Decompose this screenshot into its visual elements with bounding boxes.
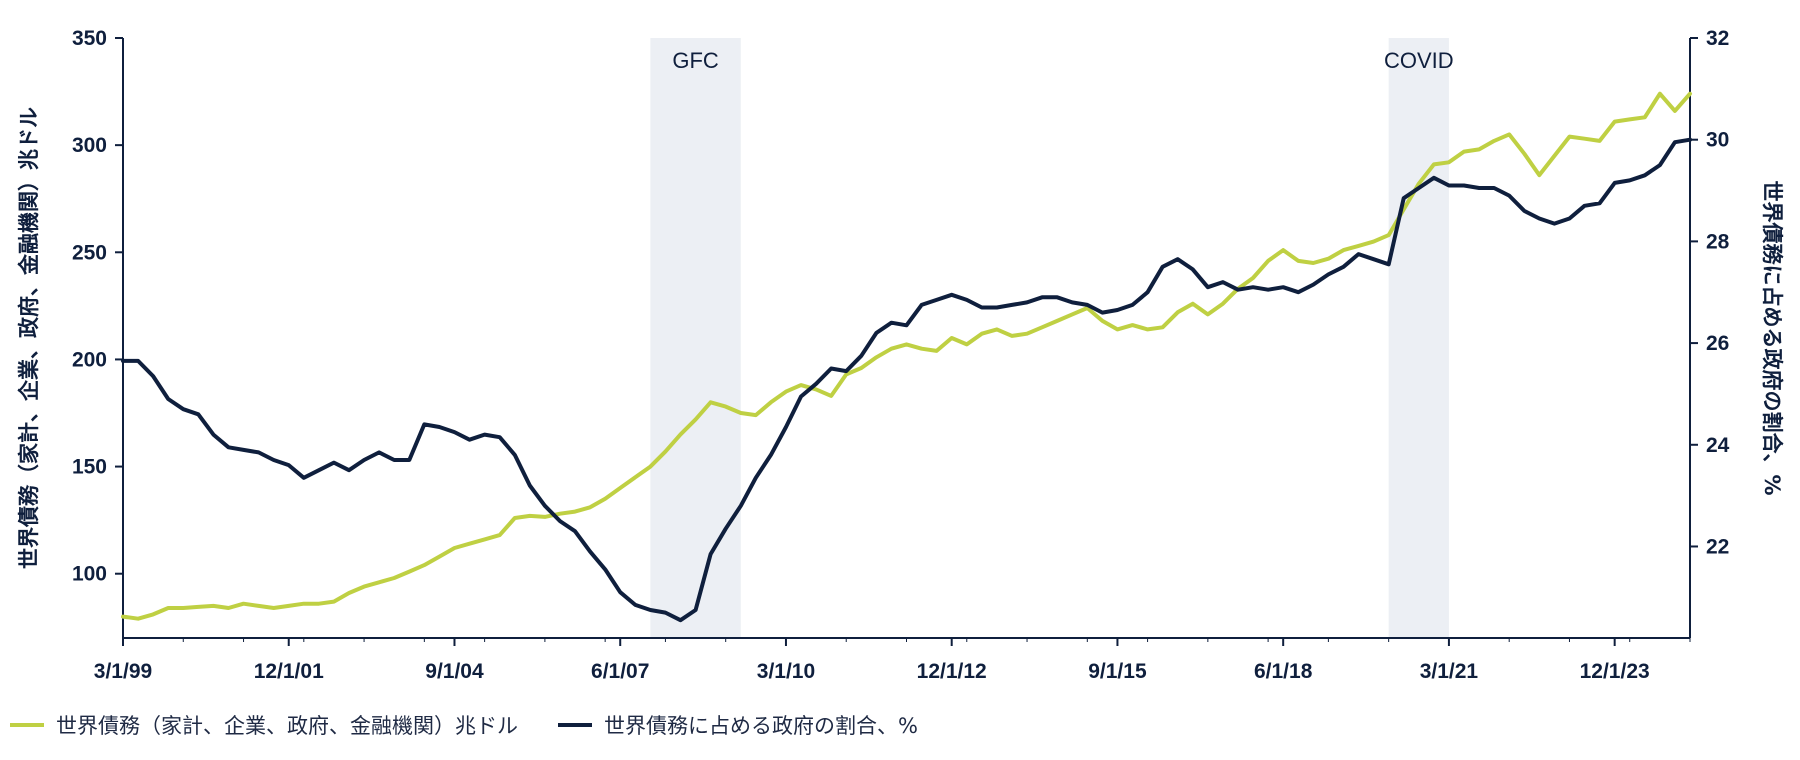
right-axis-title: 世界債務に占める政府の割合、% bbox=[1760, 180, 1784, 495]
x-tick-label: 9/1/04 bbox=[425, 660, 484, 683]
series-line-total-debt bbox=[121, 91, 1692, 621]
shaded-band-gfc bbox=[650, 38, 741, 638]
legend: 世界債務（家計、企業、政府、金融機関）兆ドル 世界債務に占める政府の割合、% bbox=[10, 710, 918, 740]
left-tick-label: 100 bbox=[72, 563, 107, 586]
right-tick-label: 26 bbox=[1706, 332, 1729, 355]
x-tick-label: 12/1/23 bbox=[1580, 660, 1650, 683]
left-tick-label: 150 bbox=[72, 456, 107, 479]
right-tick-label: 32 bbox=[1706, 27, 1729, 50]
shaded-periods: GFC COVID bbox=[650, 38, 1454, 638]
right-tick-label: 30 bbox=[1706, 129, 1729, 152]
legend-label-total-debt: 世界債務（家計、企業、政府、金融機関）兆ドル bbox=[56, 714, 518, 738]
shaded-band-label-gfc: GFC bbox=[672, 48, 719, 73]
chart: GFC COVID 100 150 200 250 300 350 22 24 26 28 30 32 3… bbox=[17, 27, 1784, 683]
left-tick-label: 300 bbox=[72, 134, 107, 157]
legend-item-total-debt: 世界債務（家計、企業、政府、金融機関）兆ドル bbox=[10, 710, 518, 740]
right-tick-label: 22 bbox=[1706, 535, 1729, 558]
left-tick-label: 200 bbox=[72, 348, 107, 371]
legend-swatch-government-share bbox=[558, 723, 592, 727]
left-axis-title: 世界債務（家計、企業、政府、金融機関）兆ドル bbox=[17, 107, 41, 569]
ticks: 100 150 200 250 300 350 22 24 26 28 30 32 3/1/99 12/1… bbox=[72, 27, 1730, 683]
x-tick-label: 3/1/10 bbox=[757, 660, 815, 683]
x-tick-label: 6/1/18 bbox=[1254, 660, 1313, 683]
left-tick-label: 250 bbox=[72, 241, 107, 264]
right-tick-label: 24 bbox=[1706, 434, 1730, 457]
x-tick-label: 3/1/21 bbox=[1420, 660, 1479, 683]
axes bbox=[122, 38, 1691, 639]
series-layer bbox=[121, 91, 1692, 623]
x-tick-label: 3/1/99 bbox=[94, 660, 152, 683]
x-tick-label: 12/1/01 bbox=[254, 660, 324, 683]
x-tick-label: 9/1/15 bbox=[1088, 660, 1147, 683]
legend-swatch-total-debt bbox=[10, 723, 44, 727]
right-tick-label: 28 bbox=[1706, 230, 1730, 253]
x-tick-label: 12/1/12 bbox=[917, 660, 987, 683]
left-tick-label: 350 bbox=[72, 27, 107, 50]
legend-label-government-share: 世界債務に占める政府の割合、% bbox=[604, 714, 918, 738]
shaded-band-label-covid: COVID bbox=[1384, 48, 1454, 73]
x-tick-label: 6/1/07 bbox=[591, 660, 649, 683]
shaded-band-covid bbox=[1388, 38, 1449, 638]
legend-item-government-share: 世界債務に占める政府の割合、% bbox=[558, 710, 918, 740]
series-line-government-share bbox=[121, 137, 1692, 623]
